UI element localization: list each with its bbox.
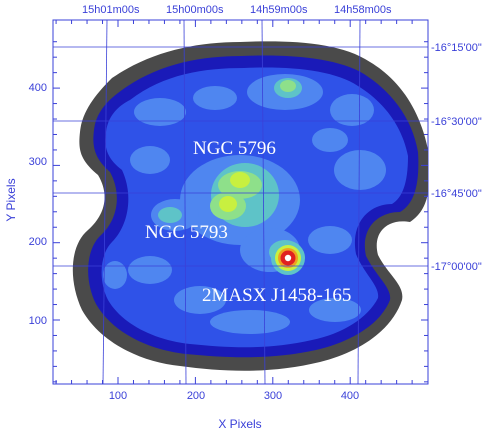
annotation-ngc-5796: NGC 5796 [193,138,276,159]
y-tick-labels: 100 200 300 400 [29,82,47,327]
dec-tick-labels: -16°15'00" -16°30'00" -16°45'00" -17°00'… [431,42,482,273]
coordinate-grid [53,19,428,385]
pixel-ticks [53,20,428,384]
y-axis-title: Y Pixels [4,178,18,221]
intensity-image [72,41,428,371]
ra-grid-line [261,19,266,385]
high-patches [219,172,250,212]
annotation-2masx-j1458-165: 2MASX J1458-165 [202,285,351,306]
annotation-ngc-5793: NGC 5793 [145,222,228,243]
x-tick-label: 400 [341,390,359,402]
y-tick-label: 100 [29,315,47,327]
source-annotations: NGC 5796 NGC 5793 2MASX J1458-165 [145,138,351,306]
ra-tick-label: 14h59m00s [250,4,308,16]
ra-grid-line [102,19,108,385]
dec-tick-label: -16°45'00" [431,188,482,200]
ra-grid-line [357,19,361,385]
x-tick-label: 100 [109,390,127,402]
x-tick-label: 300 [264,390,282,402]
x-tick-label: 200 [187,390,205,402]
dec-tick-label: -16°30'00" [431,116,482,128]
ra-tick-label: 15h01m00s [82,4,140,16]
bright-point-source [271,241,305,275]
ra-grid-line [183,19,187,385]
dec-tick-label: -17°00'00" [431,261,482,273]
x-axis-title: X Pixels [218,417,261,431]
dec-tick-label: -16°15'00" [431,42,482,54]
y-tick-label: 300 [29,156,47,168]
ra-tick-label: 15h00m00s [166,4,224,16]
y-tick-label: 400 [29,82,47,94]
ra-tick-label: 14h58m00s [334,4,392,16]
y-tick-label: 200 [29,236,47,248]
ra-tick-labels: 15h01m00s 15h00m00s 14h59m00s 14h58m00s [82,4,392,16]
x-tick-labels: 100 200 300 400 [109,390,359,402]
